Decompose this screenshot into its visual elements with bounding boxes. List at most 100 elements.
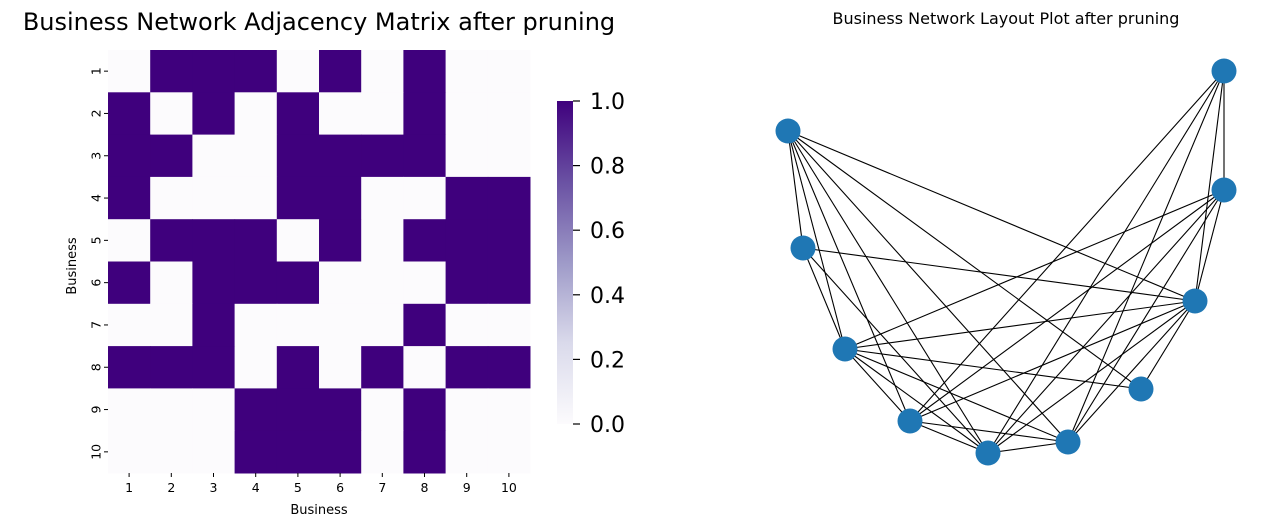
heatmap-cell <box>361 346 404 389</box>
heatmap-cell <box>319 346 362 389</box>
network-node <box>1055 429 1081 455</box>
heatmap-cell <box>487 176 531 220</box>
heatmap-cell <box>403 261 447 305</box>
heatmap-cell <box>192 134 236 178</box>
network-edge <box>909 300 1196 422</box>
network-edge <box>909 70 1225 422</box>
y-tick-label: 4 <box>88 194 103 202</box>
heatmap-cell <box>108 346 151 389</box>
heatmap-cell <box>108 219 151 262</box>
heatmap-cell <box>192 303 236 347</box>
network-edge <box>802 247 1196 302</box>
heatmap-cell <box>276 50 320 93</box>
heatmap-cell <box>276 92 320 136</box>
network-edge <box>844 189 1225 350</box>
heatmap-cell <box>192 219 236 262</box>
network-edge <box>1194 70 1225 302</box>
network-edge <box>802 247 989 454</box>
heatmap-cell <box>487 219 531 262</box>
heatmap-cell <box>319 134 362 178</box>
network-edge <box>787 130 846 350</box>
heatmap-cell <box>403 134 447 178</box>
heatmap-cell <box>403 219 447 262</box>
heatmap-cell <box>487 50 531 93</box>
heatmap-cell <box>487 92 531 136</box>
network-edge <box>1194 189 1225 302</box>
heatmap-cell <box>234 134 278 178</box>
heatmap-cell <box>108 388 151 432</box>
y-tick-label: 5 <box>88 236 103 244</box>
network-edge <box>1140 300 1196 390</box>
network-node <box>1211 58 1237 84</box>
network-node <box>897 408 923 434</box>
colorbar-tick-label: 0.6 <box>590 219 625 244</box>
heatmap-cell <box>276 346 320 389</box>
heatmap-cell <box>108 176 151 220</box>
heatmap-cell <box>403 176 447 220</box>
network-edge <box>787 130 804 249</box>
heatmap-cell <box>487 388 531 432</box>
heatmap-cell <box>361 261 404 305</box>
network-edge <box>987 300 1196 454</box>
heatmap-cell <box>487 346 531 389</box>
heatmap-cell <box>234 303 278 347</box>
network-edge <box>1067 189 1225 443</box>
heatmap-cell <box>108 261 151 305</box>
heatmap-cell <box>276 430 320 474</box>
y-tick-label: 6 <box>88 279 103 287</box>
heatmap-cell <box>192 50 236 93</box>
y-tick-label: 3 <box>88 152 103 160</box>
network-edge <box>987 189 1225 454</box>
heatmap-cell <box>192 346 236 389</box>
heatmap-cell <box>234 388 278 432</box>
network-edge <box>909 420 989 454</box>
heatmap-cell <box>319 430 362 474</box>
network-title: Business Network Layout Plot after pruni… <box>833 9 1180 28</box>
network-edge <box>909 189 1225 422</box>
heatmap-cell <box>403 50 447 93</box>
heatmap-cell <box>276 261 320 305</box>
heatmap-cell <box>234 261 278 305</box>
colorbar <box>557 101 573 424</box>
network-edge <box>787 130 1069 443</box>
heatmap-cell <box>361 92 404 136</box>
network-edge <box>987 441 1069 454</box>
heatmap-cell <box>234 430 278 474</box>
heatmap-cell <box>403 346 447 389</box>
colorbar-tick-label: 0.4 <box>590 284 625 309</box>
colorbar-ticks: 0.0 0.2 0.4 0.6 0.8 1.0 <box>573 90 625 438</box>
heatmap-cell <box>150 346 193 389</box>
heatmap-cell <box>445 219 489 262</box>
heatmap-cell <box>361 219 404 262</box>
heatmap-cell <box>487 261 531 305</box>
heatmap-cell <box>150 176 193 220</box>
y-tick-label: 10 <box>88 444 103 460</box>
heatmap-cell <box>445 346 489 389</box>
network-edge <box>787 130 1196 302</box>
heatmap-cell <box>319 50 362 93</box>
network-edge <box>787 130 911 422</box>
x-tick-label: 10 <box>501 480 517 495</box>
network-edge <box>844 348 1142 390</box>
heatmap-cell <box>150 134 193 178</box>
heatmap-grid <box>108 50 531 474</box>
heatmap-cell <box>150 303 193 347</box>
network-edge <box>844 300 1196 350</box>
network-node <box>1128 376 1154 402</box>
y-tick-label: 1 <box>88 67 103 75</box>
heatmap-title: Business Network Adjacency Matrix after … <box>23 8 615 36</box>
heatmap-cell <box>234 219 278 262</box>
heatmap-cell <box>403 303 447 347</box>
heatmap-cell <box>361 303 404 347</box>
network-edge <box>802 247 846 350</box>
heatmap-cell <box>234 92 278 136</box>
heatmap-cell <box>319 261 362 305</box>
heatmap-cell <box>150 50 193 93</box>
colorbar-tick-label: 0.8 <box>590 155 625 180</box>
x-tick-label: 4 <box>252 480 260 495</box>
network-edges <box>787 70 1225 454</box>
heatmap-cell <box>487 430 531 474</box>
heatmap-cell <box>445 50 489 93</box>
network-node <box>1182 288 1208 314</box>
heatmap-cell <box>361 388 404 432</box>
